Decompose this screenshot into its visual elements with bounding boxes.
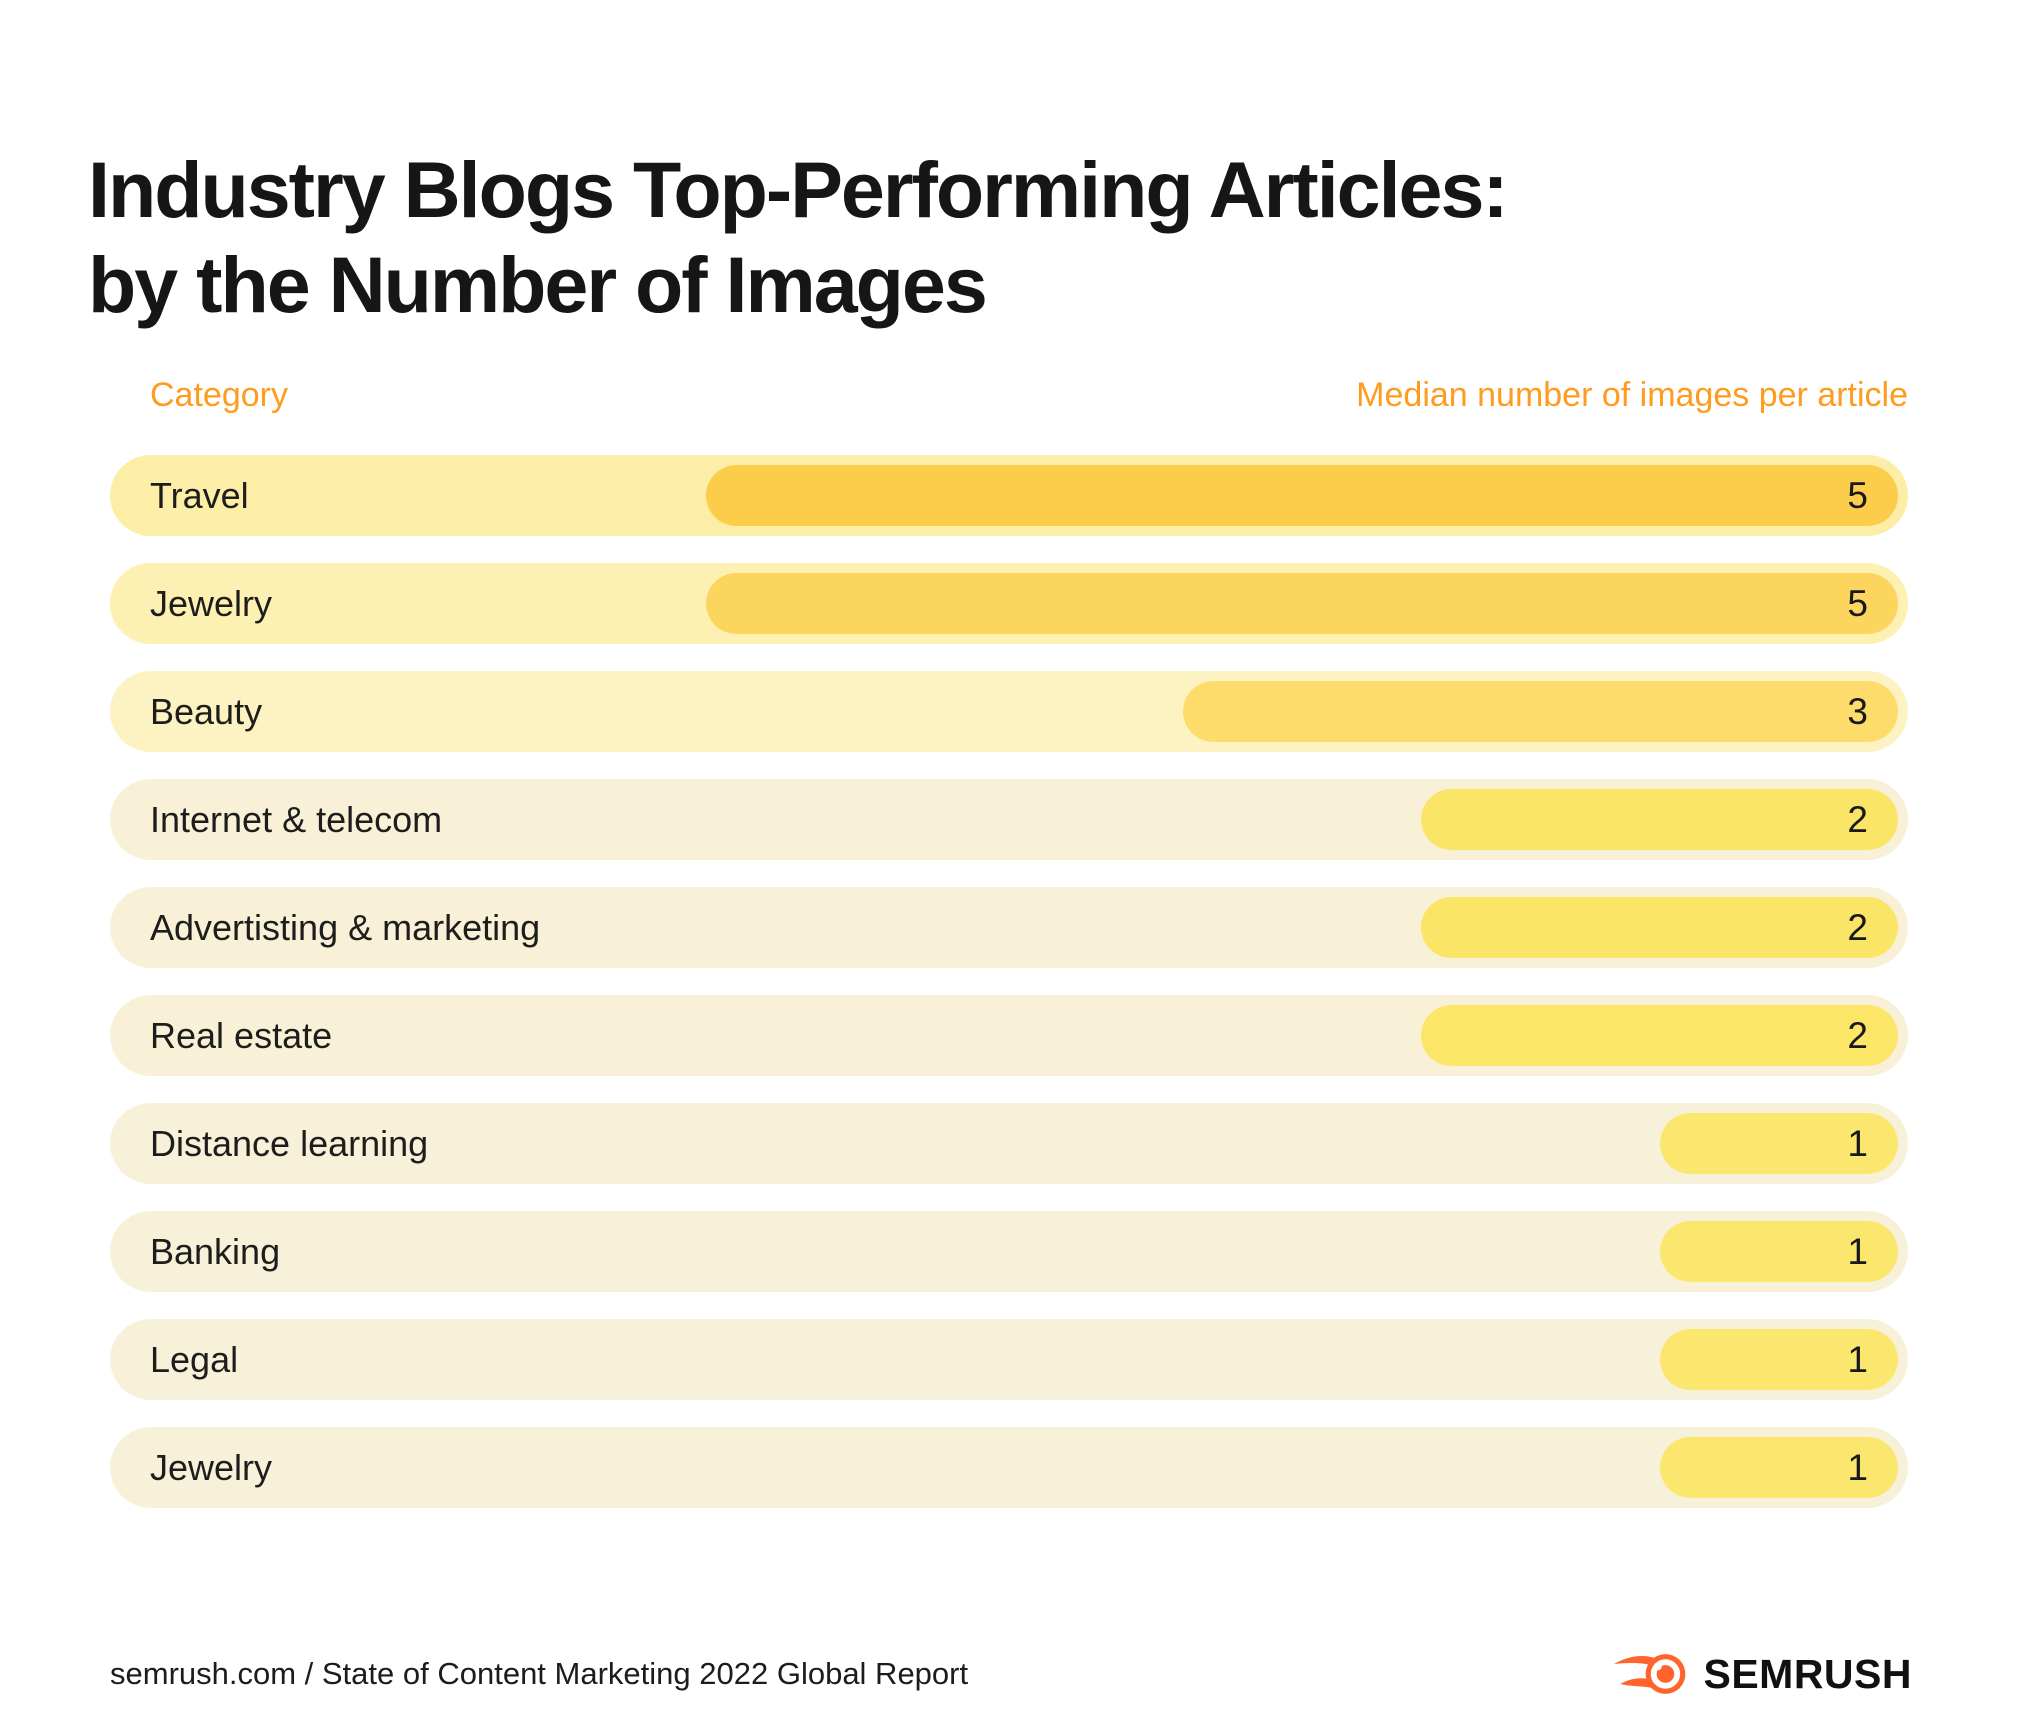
column-header-value: Median number of images per article bbox=[1356, 376, 1908, 414]
bar-value-label: 1 bbox=[1847, 1446, 1868, 1488]
category-label: Jewelry bbox=[150, 1446, 273, 1488]
column-headers: Category Median number of images per art… bbox=[110, 376, 1908, 415]
table-row: Distance learning 1 bbox=[110, 1103, 1908, 1184]
semrush-logo: SEMRUSH bbox=[1613, 1650, 1912, 1698]
table-row: Real estate 2 bbox=[110, 995, 1908, 1076]
table-row: Advertisting & marketing 2 bbox=[110, 887, 1908, 968]
bar-value-label: 2 bbox=[1847, 1014, 1868, 1056]
value-bar: 2 bbox=[1421, 1005, 1898, 1066]
bar-value-label: 5 bbox=[1847, 474, 1868, 516]
category-label: Advertisting & marketing bbox=[150, 906, 541, 948]
value-bar: 1 bbox=[1659, 1221, 1898, 1282]
bar-value-label: 2 bbox=[1847, 906, 1868, 948]
page-title: Industry Blogs Top-Performing Articles: … bbox=[88, 143, 1509, 333]
category-label: Legal bbox=[150, 1338, 239, 1380]
page-title-line2: by the Number of Images bbox=[88, 239, 988, 329]
category-label: Internet & telecom bbox=[150, 798, 443, 840]
value-bar: 5 bbox=[705, 573, 1898, 634]
bar-chart: Travel 5 Jewelry 5 Beauty 3 Internet & t… bbox=[110, 455, 1908, 1508]
table-row: Legal 1 bbox=[110, 1319, 1908, 1400]
bar-value-label: 2 bbox=[1847, 798, 1868, 840]
category-label: Distance learning bbox=[150, 1122, 429, 1164]
table-row: Internet & telecom 2 bbox=[110, 779, 1908, 860]
bar-value-label: 1 bbox=[1847, 1338, 1868, 1380]
value-bar: 3 bbox=[1182, 681, 1898, 742]
category-label: Travel bbox=[150, 474, 249, 516]
value-bar: 1 bbox=[1659, 1113, 1898, 1174]
brand-wordmark: SEMRUSH bbox=[1703, 1650, 1912, 1697]
bar-value-label: 3 bbox=[1847, 690, 1868, 732]
category-label: Jewelry bbox=[150, 582, 273, 624]
category-label: Beauty bbox=[150, 690, 263, 732]
page-title-line1: Industry Blogs Top-Performing Articles: bbox=[88, 144, 1509, 234]
table-row: Jewelry 1 bbox=[110, 1427, 1908, 1508]
category-label: Banking bbox=[150, 1230, 281, 1272]
value-bar: 1 bbox=[1659, 1437, 1898, 1498]
value-bar: 2 bbox=[1421, 897, 1898, 958]
value-bar: 1 bbox=[1659, 1329, 1898, 1390]
table-row: Jewelry 5 bbox=[110, 563, 1908, 644]
bar-value-label: 1 bbox=[1847, 1230, 1868, 1272]
bar-value-label: 1 bbox=[1847, 1122, 1868, 1164]
source-text: semrush.com / State of Content Marketing… bbox=[110, 1656, 969, 1691]
table-row: Banking 1 bbox=[110, 1211, 1908, 1292]
semrush-flame-icon bbox=[1614, 1654, 1686, 1694]
table-row: Travel 5 bbox=[110, 455, 1908, 536]
footer: semrush.com / State of Content Marketing… bbox=[110, 1642, 1912, 1706]
value-bar: 5 bbox=[705, 465, 1898, 526]
column-header-category: Category bbox=[150, 376, 288, 414]
table-row: Beauty 3 bbox=[110, 671, 1908, 752]
category-label: Real estate bbox=[150, 1014, 333, 1056]
value-bar: 2 bbox=[1421, 789, 1898, 850]
bar-value-label: 5 bbox=[1847, 582, 1868, 624]
